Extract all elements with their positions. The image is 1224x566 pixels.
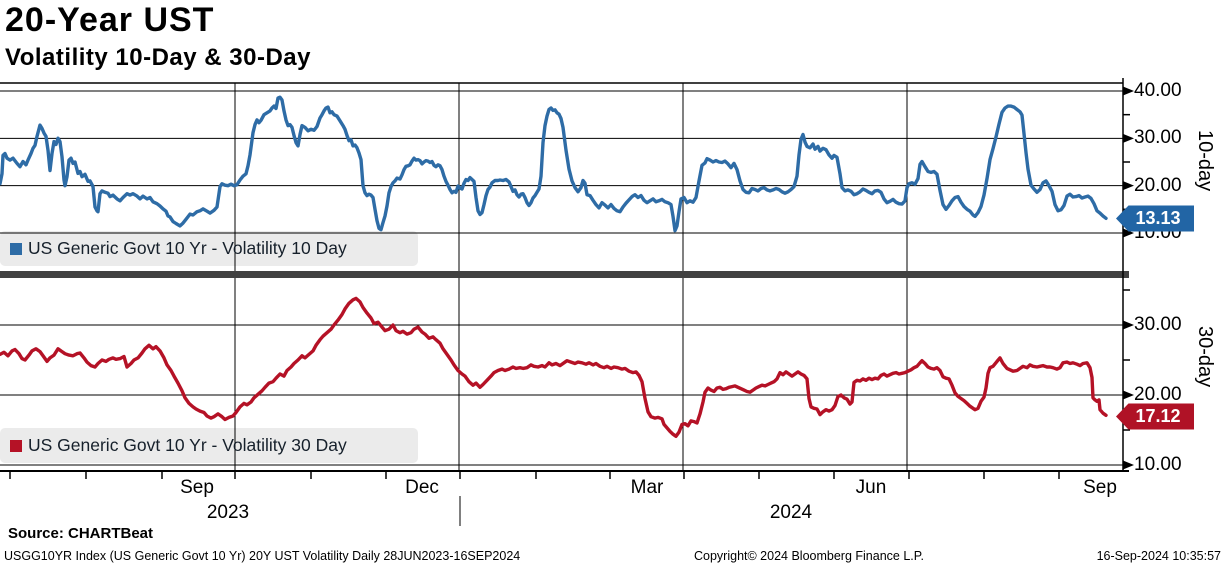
- axis-tick-arrow: [1123, 181, 1134, 191]
- y-tick-label-30day: 30.00: [1134, 314, 1182, 335]
- legend-30day: US Generic Govt 10 Yr - Volatility 30 Da…: [0, 428, 418, 463]
- source-label: Source: CHARTBeat: [8, 525, 154, 542]
- page-title: 20-Year UST: [5, 1, 215, 39]
- legend-bg-30day: [0, 428, 418, 463]
- series-line-10day: [0, 95, 1108, 233]
- page-subtitle: Volatility 10-Day & 30-Day: [5, 44, 312, 71]
- y-tick-label-10day: 30.00: [1134, 127, 1182, 149]
- footer-copyright: Copyright© 2024 Bloomberg Finance L.P.: [694, 549, 924, 563]
- axis-tick-arrow: [1123, 133, 1134, 143]
- x-month-label: Sep: [180, 477, 214, 498]
- footer-timestamp: 16-Sep-2024 10:35:57: [1096, 549, 1221, 563]
- y-tick-label-30day: 20.00: [1134, 384, 1182, 405]
- footer-index-info: USGG10YR Index (US Generic Govt 10 Yr) 2…: [4, 549, 521, 563]
- footer: USGG10YR Index (US Generic Govt 10 Yr) 2…: [0, 549, 1224, 564]
- legend-10day: US Generic Govt 10 Yr - Volatility 10 Da…: [0, 231, 418, 266]
- axis-label-10day: 10-day: [1194, 130, 1216, 192]
- legend-swatch-30day-icon: [10, 439, 22, 452]
- y-tick-label-10day: 20.00: [1134, 174, 1182, 196]
- x-month-label: Mar: [630, 477, 664, 498]
- x-month-label: Dec: [405, 477, 439, 498]
- axis-tick-arrow: [1123, 390, 1134, 400]
- last-value-badge-10day: 13.13: [1116, 205, 1194, 232]
- legend-label-10day: US Generic Govt 10 Yr - Volatility 10 Da…: [28, 238, 347, 258]
- x-month-label: Jun: [855, 477, 887, 498]
- last-value-badge-30day: 17.12: [1116, 403, 1194, 430]
- legend-bg-10day: [0, 231, 418, 266]
- y-tick-label-30day: 10.00: [1134, 454, 1182, 475]
- legend-swatch-10day-icon: [10, 242, 22, 255]
- axis-tick-arrow: [1123, 320, 1134, 330]
- panel-separator: [0, 271, 1129, 278]
- x-year-label: 2023: [206, 502, 250, 523]
- series-line-30day: [0, 296, 1108, 438]
- axis-tick-arrow: [1123, 460, 1134, 470]
- axis-tick-arrow: [1123, 228, 1134, 238]
- x-year-label: 2024: [769, 502, 813, 523]
- legend-label-30day: US Generic Govt 10 Yr - Volatility 30 Da…: [28, 435, 347, 455]
- axis-label-30day: 30-day: [1194, 326, 1216, 388]
- x-month-label: Sep: [1083, 477, 1117, 498]
- axis-tick-arrow: [1123, 86, 1134, 96]
- y-tick-label-10day: 40.00: [1134, 80, 1182, 101]
